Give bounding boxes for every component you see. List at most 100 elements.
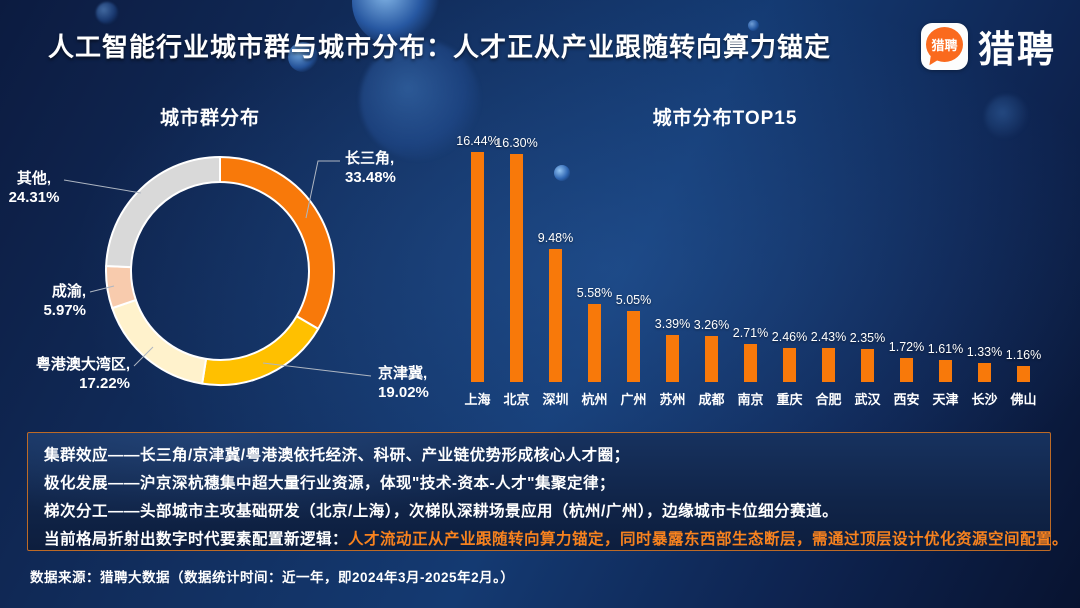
bar (939, 359, 952, 382)
bar-item-上海: 16.44% 上海 (456, 133, 499, 408)
page-title: 人工智能行业城市群与城市分布：人才正从产业跟随转向算力锚定 (48, 32, 832, 62)
bar-item-苏州: 3.39% 苏州 (653, 317, 692, 409)
donut-label: 19.02% (378, 384, 429, 401)
bar-value-label: 3.39% (654, 316, 691, 331)
bar-item-南京: 2.71% 南京 (731, 326, 770, 408)
insight-line: 极化发展——沪京深杭穗集中超大量行业资源，体现"技术-资本-人才"集聚定律； (44, 475, 616, 492)
bar (588, 303, 601, 382)
bar (978, 363, 991, 382)
liepin-logo: 猎聘 猎聘 (921, 19, 1056, 73)
donut-leader-line (89, 285, 115, 293)
bar (627, 311, 640, 382)
bar-category-label: 天津 (932, 392, 959, 407)
donut-label: 33.48% (345, 169, 396, 186)
bar-value-label: 3.26% (693, 318, 730, 333)
bar-chart-plot-area: 16.44% 上海 16.30% 北京 9.48% 深圳 5.58% 杭州 5.05% 广州 3.3… (456, 95, 1043, 409)
bar (822, 348, 835, 382)
donut-label: 长三角, (345, 149, 394, 167)
bar-value-label: 2.46% (771, 329, 808, 344)
bar-value-label: 2.35% (849, 331, 886, 346)
donut-chart-title: 城市群分布 (159, 108, 260, 129)
insight-line: 梯次分工——头部城市主攻基础研发（北京/上海），次梯队深耕场景应用（杭州/广州）… (44, 503, 839, 520)
bar-value-label: 5.58% (576, 285, 613, 300)
bar-category-label: 成都 (698, 392, 725, 407)
donut-label: 粤港澳大湾区, (36, 355, 130, 373)
bar-value-label: 2.71% (732, 326, 769, 341)
bar-value-label: 5.05% (615, 293, 652, 308)
bar-item-北京: 16.30% 北京 (495, 135, 538, 408)
insight-lines: 集群效应——长三角/京津冀/粤港澳依托经济、科研、产业链优势形成核心人才圈； 极化… (44, 442, 1034, 526)
bar-item-长沙: 1.33% 长沙 (965, 345, 1004, 408)
bar-value-label: 16.44% (456, 133, 499, 148)
insight-conclusion: 当前格局折射出数字时代要素配置新逻辑：人才流动正从产业跟随转向算力锚定，同时暴露… (44, 526, 1068, 554)
bar-item-佛山: 1.16% 佛山 (1004, 348, 1043, 408)
bar-category-label: 深圳 (542, 392, 569, 407)
bar-value-label: 1.16% (1005, 347, 1042, 362)
liepin-logo-icon: 猎聘 (921, 22, 968, 70)
conclusion-highlight: 人才流动正从产业跟随转向算力锚定，同时暴露东西部生态断层，需通过顶层设计优化资源… (348, 531, 1069, 548)
bar (471, 151, 484, 382)
bar-item-合肥: 2.43% 合肥 (809, 330, 848, 408)
bar-category-label: 广州 (620, 392, 647, 407)
donut-segment-其他 (105, 156, 221, 269)
bar-chart-title: 城市分布TOP15 (652, 108, 798, 129)
insight-line: 集群效应——长三角/京津冀/粤港澳依托经济、科研、产业链优势形成核心人才圈； (44, 447, 630, 464)
bar-item-武汉: 2.35% 武汉 (848, 331, 887, 408)
bar (900, 357, 913, 382)
bar-category-label: 北京 (503, 392, 530, 407)
bar (1017, 365, 1030, 382)
bar-category-label: 武汉 (854, 392, 881, 407)
donut-segment-长三角 (219, 156, 335, 330)
bar (861, 349, 874, 382)
bar-item-天津: 1.61% 天津 (926, 342, 965, 409)
bar-item-西安: 1.72% 西安 (887, 340, 926, 408)
bar (744, 344, 757, 382)
bar-value-label: 1.61% (927, 341, 964, 356)
bar-category-label: 长沙 (971, 392, 998, 407)
donut-leader-line (262, 362, 372, 377)
donut-label: 其他, (17, 169, 51, 187)
bar-category-label: 重庆 (776, 392, 803, 407)
bar (666, 334, 679, 382)
bar-value-label: 2.43% (810, 330, 847, 344)
bar (510, 153, 523, 382)
logo-icon-text: 猎聘 (931, 37, 958, 53)
bar (549, 249, 562, 382)
bar-item-重庆: 2.46% 重庆 (770, 330, 809, 408)
bar-category-label: 南京 (737, 392, 764, 407)
bar-value-label: 1.72% (888, 339, 925, 354)
conclusion-prefix: 当前格局折射出数字时代要素配置新逻辑： (44, 531, 349, 548)
insight-text-box: 集群效应——长三角/京津冀/粤港澳依托经济、科研、产业链优势形成核心人才圈； 极化… (27, 432, 1068, 554)
donut-label: 24.31% (9, 189, 60, 206)
donut-label: 成渝, (52, 282, 86, 300)
bar (705, 336, 718, 382)
donut-leader-line (305, 160, 340, 219)
bar-category-label: 佛山 (1010, 392, 1037, 407)
bar-category-label: 苏州 (659, 392, 686, 407)
bar-item-广州: 5.05% 广州 (614, 293, 653, 408)
donut-leader-line (133, 346, 154, 367)
logo-wordmark: 猎聘 (978, 29, 1056, 70)
bar-value-label: 9.48% (537, 231, 574, 246)
bubble-decoration (96, 2, 118, 24)
bar-value-label: 1.33% (966, 345, 1003, 360)
data-source-note: 数据来源：猎聘大数据（数据统计时间：近一年，即2024年3月-2025年2月。） (30, 570, 515, 585)
bar-category-label: 杭州 (581, 392, 608, 407)
city-top15-bar-chart: 城市分布TOP15 16.44% 上海 16.30% 北京 9.48% 深圳 5.58% 杭州… (445, 95, 1080, 427)
donut-label: 5.97% (43, 302, 86, 319)
bar-item-深圳: 9.48% 深圳 (536, 231, 575, 408)
bar-category-label: 西安 (893, 392, 920, 407)
donut-segment-京津冀 (201, 315, 320, 386)
bar-category-label: 合肥 (815, 392, 842, 407)
donut-label: 17.22% (79, 375, 130, 392)
bar-item-杭州: 5.58% 杭州 (575, 286, 614, 408)
speech-bubble-icon: 猎聘 (926, 26, 963, 62)
donut-label: 京津冀, (378, 364, 427, 382)
donut-chart: 长三角, 33.48% 京津冀, 19.02% 粤港澳大湾区, 17.22% 成渝, 5.97… (9, 149, 429, 401)
bar-value-label: 16.30% (495, 135, 538, 150)
donut-leader-line (63, 179, 142, 194)
bar (783, 347, 796, 382)
bar-item-成都: 3.26% 成都 (692, 318, 731, 408)
bar-category-label: 上海 (464, 392, 491, 407)
